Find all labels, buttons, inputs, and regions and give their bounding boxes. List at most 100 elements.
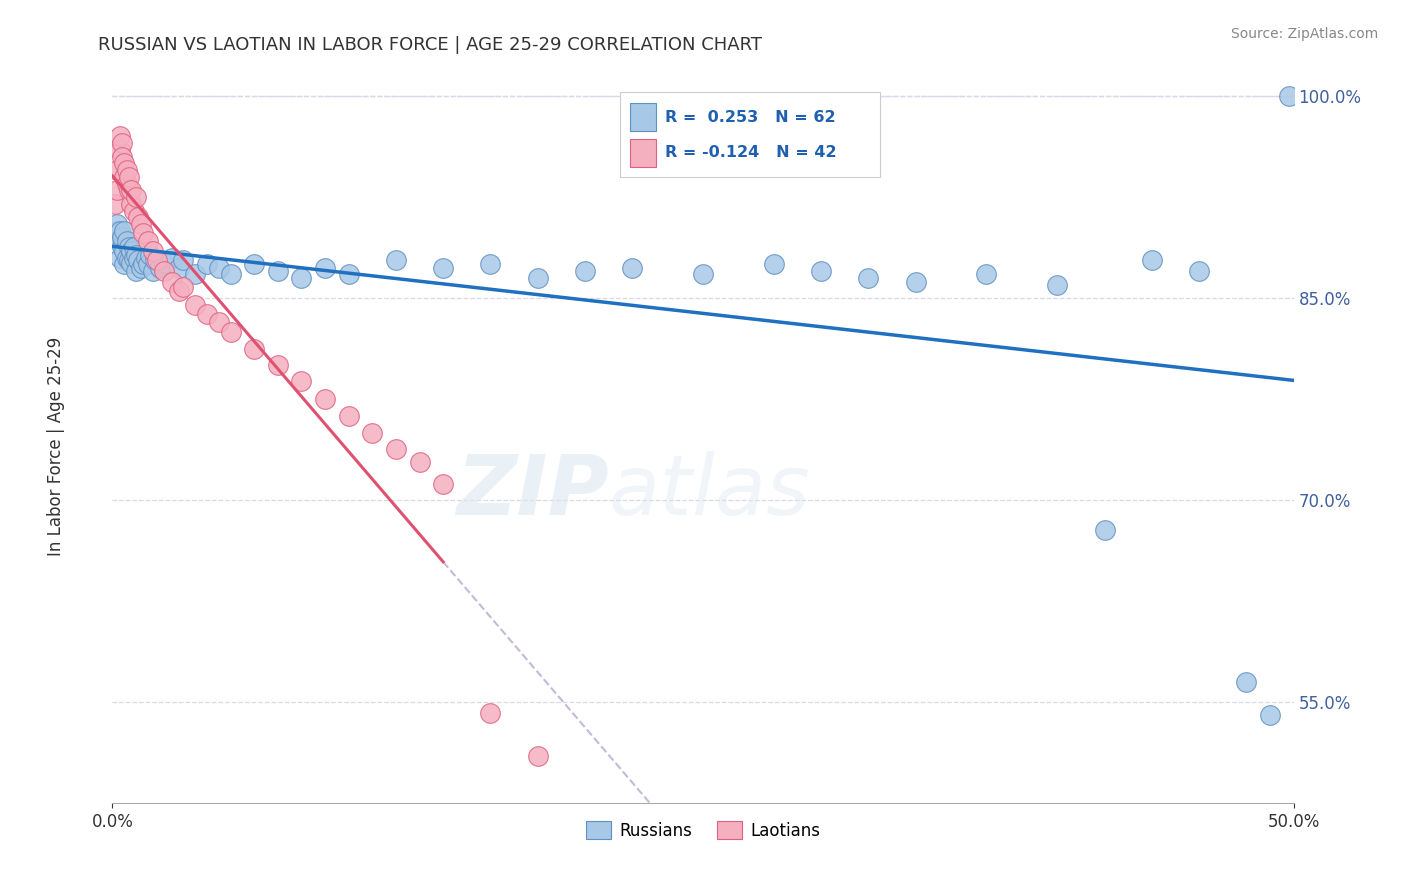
Point — [184, 267, 207, 281]
Point — [314, 261, 336, 276]
Point — [219, 325, 242, 339]
Point — [692, 267, 714, 281]
Point — [243, 257, 266, 271]
Text: In Labor Force | Age 25-29: In Labor Force | Age 25-29 — [48, 336, 65, 556]
Point — [136, 257, 159, 271]
Point — [143, 253, 166, 268]
Point — [105, 163, 128, 178]
Point — [112, 244, 135, 258]
Point — [120, 256, 142, 270]
Point — [108, 224, 131, 238]
Point — [105, 217, 128, 231]
Point — [267, 359, 290, 373]
Point — [120, 244, 142, 258]
Point — [479, 706, 502, 720]
Text: R = -0.124   N = 42: R = -0.124 N = 42 — [665, 145, 837, 161]
Bar — [630, 103, 655, 131]
Point — [153, 256, 176, 270]
Point — [858, 270, 880, 285]
Point — [1278, 89, 1301, 103]
Point — [976, 267, 998, 281]
Point — [337, 409, 360, 424]
Point — [120, 183, 142, 197]
Point — [120, 196, 142, 211]
Point — [526, 748, 548, 763]
Point — [1094, 523, 1116, 537]
Point — [1234, 674, 1257, 689]
Point — [118, 183, 141, 197]
Point — [208, 261, 231, 276]
Point — [122, 203, 145, 218]
Point — [1188, 264, 1211, 278]
Point — [111, 240, 134, 254]
Point — [479, 257, 502, 271]
Point — [118, 240, 141, 254]
Point — [132, 227, 155, 241]
Point — [167, 285, 190, 299]
Point — [108, 251, 131, 265]
Point — [115, 235, 138, 249]
Point — [125, 264, 148, 278]
Text: RUSSIAN VS LAOTIAN IN LABOR FORCE | AGE 25-29 CORRELATION CHART: RUSSIAN VS LAOTIAN IN LABOR FORCE | AGE … — [98, 36, 762, 54]
Text: atlas: atlas — [609, 451, 810, 533]
Point — [108, 235, 131, 249]
Point — [122, 240, 145, 254]
Point — [149, 261, 172, 276]
Point — [195, 307, 218, 321]
Point — [574, 264, 596, 278]
Point — [290, 270, 312, 285]
Point — [810, 264, 832, 278]
Point — [208, 315, 231, 329]
Point — [115, 163, 138, 178]
Point — [127, 253, 149, 268]
Point — [167, 261, 190, 276]
Point — [361, 425, 384, 440]
Point — [526, 270, 548, 285]
Point — [108, 143, 131, 157]
Point — [115, 177, 138, 191]
Point — [108, 129, 131, 144]
Point — [105, 224, 128, 238]
Point — [160, 251, 183, 265]
Point — [621, 261, 644, 276]
Point — [1140, 253, 1163, 268]
Point — [142, 244, 165, 258]
Point — [267, 264, 290, 278]
Point — [112, 169, 135, 184]
Point — [115, 251, 138, 265]
Point — [432, 476, 454, 491]
Point — [408, 455, 430, 469]
Point — [112, 257, 135, 271]
Point — [1258, 708, 1281, 723]
Point — [172, 280, 194, 294]
Legend: Russians, Laotians: Russians, Laotians — [579, 814, 827, 847]
Point — [105, 183, 128, 197]
Point — [219, 267, 242, 281]
Point — [129, 261, 152, 276]
Bar — [630, 138, 655, 167]
Point — [127, 211, 149, 225]
Point — [184, 298, 207, 312]
Point — [762, 257, 785, 271]
Point — [142, 264, 165, 278]
Point — [104, 230, 127, 244]
Point — [139, 248, 162, 262]
Point — [1046, 277, 1069, 292]
Point — [104, 196, 127, 211]
FancyBboxPatch shape — [620, 92, 880, 178]
Text: ZIP: ZIP — [456, 451, 609, 533]
Point — [122, 251, 145, 265]
Point — [132, 257, 155, 271]
Point — [195, 257, 218, 271]
Point — [111, 150, 134, 164]
Point — [314, 392, 336, 406]
Point — [118, 253, 141, 268]
Point — [172, 253, 194, 268]
Text: R =  0.253   N = 62: R = 0.253 N = 62 — [665, 110, 835, 125]
Point — [146, 253, 169, 268]
Text: Source: ZipAtlas.com: Source: ZipAtlas.com — [1230, 27, 1378, 41]
Point — [111, 136, 134, 151]
Point — [112, 156, 135, 170]
Point — [385, 442, 408, 456]
Point — [385, 253, 408, 268]
